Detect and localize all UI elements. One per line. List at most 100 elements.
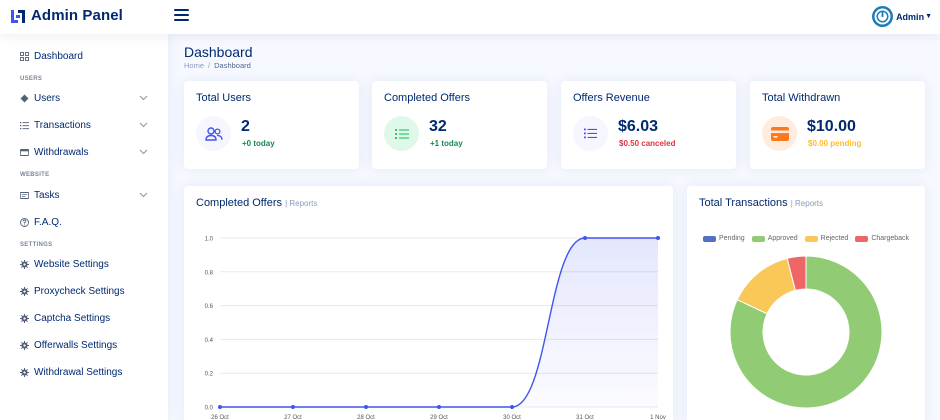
- users-icon: [196, 116, 231, 151]
- sidebar-item-dashboard[interactable]: Dashboard: [0, 45, 168, 67]
- sidebar-item-label: Withdrawal Settings: [34, 366, 123, 378]
- x-tick-label: 26 Oct: [211, 415, 229, 420]
- slice-rejected: [736, 257, 796, 315]
- nav-heading-settings: SETTINGS: [20, 242, 53, 248]
- tasks-icon: [20, 191, 29, 200]
- caret-down-icon: ▼: [925, 13, 932, 20]
- question-icon: [20, 217, 29, 227]
- chart-title-text: Completed Offers: [196, 197, 283, 209]
- sidebar-item-users[interactable]: Users: [0, 87, 168, 109]
- gear-icon: [20, 286, 29, 296]
- x-tick-label: 30 Oct: [503, 415, 521, 420]
- legend-label: Approved: [767, 235, 798, 242]
- sidebar-item-captcha-settings[interactable]: Captcha Settings: [0, 307, 168, 329]
- gear-icon: [20, 259, 29, 269]
- legend-swatch: [703, 235, 716, 242]
- data-point: [437, 405, 441, 409]
- avatar: [872, 6, 894, 27]
- x-tick-label: 1 Nov: [650, 415, 666, 420]
- x-tick-label: 29 Oct: [430, 415, 448, 420]
- sidebar-item-label: Captcha Settings: [34, 312, 111, 324]
- sidebar-item-offerwalls-settings[interactable]: Offerwalls Settings: [0, 334, 168, 356]
- legend-item[interactable]: Pending: [703, 235, 745, 242]
- stat-value: $10.00: [807, 118, 856, 135]
- sidebar-item-label: Transactions: [34, 119, 91, 131]
- x-tick-label: 27 Oct: [284, 415, 302, 420]
- wallet-icon: [20, 148, 29, 157]
- stat-card-offers-revenue: Offers Revenue $6.03 $0.50 canceled: [561, 81, 736, 169]
- breadcrumb-current: Dashboard: [214, 61, 251, 70]
- profile-menu[interactable]: Admin ▼: [872, 6, 932, 27]
- stat-sub: +0 today: [242, 139, 275, 148]
- nav-heading-users: USERS: [20, 76, 43, 82]
- sidebar-item-label: F.A.Q.: [34, 216, 62, 228]
- stat-value: $6.03: [618, 118, 659, 135]
- y-tick-label: 0.8: [205, 270, 214, 276]
- gear-icon: [20, 313, 29, 323]
- sidebar-item-label: Withdrawals: [34, 146, 89, 158]
- breadcrumb: Home / Dashboard: [184, 61, 251, 70]
- sidebar-item-proxycheck-settings[interactable]: Proxycheck Settings: [0, 280, 168, 302]
- stat-title: Completed Offers: [384, 92, 471, 104]
- sidebar-item-label: Users: [34, 92, 61, 104]
- legend-item[interactable]: Chargeback: [855, 235, 909, 242]
- chart-legend: Pending Approved Rejected Chargeback: [703, 235, 916, 242]
- stat-card-total-withdrawn: Total Withdrawn $10.00 $0.00 pending: [750, 81, 925, 169]
- data-point: [364, 405, 368, 409]
- sidebar-item-withdrawal-settings[interactable]: Withdrawal Settings: [0, 361, 168, 383]
- gear-icon: [20, 367, 29, 377]
- gear-icon: [20, 340, 29, 350]
- chart-title-text: Total Transactions: [699, 197, 788, 209]
- y-tick-label: 0.0: [205, 406, 214, 412]
- breadcrumb-home[interactable]: Home: [184, 61, 205, 70]
- logo-icon: [10, 8, 26, 24]
- stat-sub: $0.50 canceled: [619, 139, 676, 148]
- profile-name: Admin: [896, 11, 925, 22]
- line-chart: 0.0 0.2 0.4 0.6 0.8 1.0 26 Oct 27 Oct 28 Oct 29 O…: [205, 236, 666, 420]
- sidebar-item-transactions[interactable]: Transactions: [0, 114, 168, 136]
- users-icon: [20, 94, 29, 103]
- chart-subtitle: | Reports: [285, 199, 318, 208]
- sidebar-item-label: Dashboard: [34, 50, 83, 62]
- list-icon: [20, 121, 29, 130]
- credit-card-icon: [762, 116, 797, 151]
- stat-card-total-users: Total Users 2 +0 today: [184, 81, 359, 169]
- sidebar-item-tasks[interactable]: Tasks: [0, 184, 168, 206]
- stat-title: Offers Revenue: [573, 92, 650, 104]
- legend-label: Chargeback: [871, 235, 910, 242]
- legend-item[interactable]: Rejected: [804, 235, 849, 242]
- data-point: [583, 236, 587, 240]
- list-check-icon: [384, 116, 419, 151]
- stat-sub: $0.00 pending: [808, 139, 862, 148]
- logo[interactable]: Admin Panel: [10, 7, 123, 24]
- data-point: [656, 236, 660, 240]
- x-tick-label: 28 Oct: [357, 415, 375, 420]
- legend-swatch: [751, 235, 765, 242]
- legend-label: Pending: [719, 235, 745, 242]
- chart-title: Total Transactions | Reports: [699, 197, 823, 209]
- page-title: Dashboard: [184, 44, 253, 60]
- legend-swatch: [804, 235, 818, 242]
- data-point: [510, 405, 514, 409]
- y-tick-label: 1.0: [205, 237, 214, 243]
- legend-swatch: [855, 235, 869, 242]
- slice-approved: [729, 255, 883, 409]
- stat-value: 32: [429, 118, 447, 135]
- x-tick-label: 31 Oct: [576, 415, 594, 420]
- list-icon: [573, 116, 608, 151]
- sidebar-item-website-settings[interactable]: Website Settings: [0, 253, 168, 275]
- stat-title: Total Withdrawn: [762, 92, 841, 104]
- sidebar-item-faq[interactable]: F.A.Q.: [0, 211, 168, 233]
- sidebar-item-label: Website Settings: [34, 258, 109, 270]
- y-tick-label: 0.6: [205, 304, 214, 310]
- series-area: [220, 238, 658, 407]
- sidebar-item-withdrawals[interactable]: Withdrawals: [0, 141, 168, 163]
- app-title: Admin Panel: [31, 7, 123, 24]
- menu-toggle-icon[interactable]: [174, 9, 189, 23]
- data-point: [291, 405, 295, 409]
- legend-label: Rejected: [820, 235, 849, 242]
- legend-item[interactable]: Approved: [751, 235, 798, 242]
- sidebar-item-label: Tasks: [34, 189, 60, 201]
- stat-sub: +1 today: [430, 139, 463, 148]
- chart-title: Completed Offers | Reports: [196, 197, 317, 209]
